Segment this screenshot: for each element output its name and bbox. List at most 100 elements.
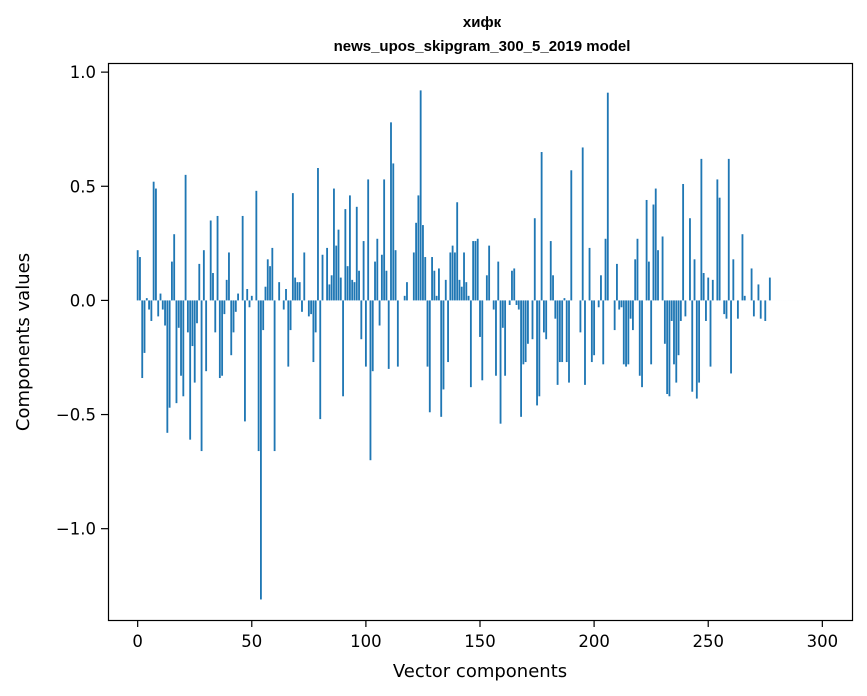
bar — [248, 300, 251, 308]
bar — [723, 300, 726, 315]
bar — [358, 270, 360, 301]
bar — [538, 300, 541, 397]
bar — [718, 197, 721, 301]
bar — [508, 300, 511, 305]
bar — [303, 252, 306, 301]
bar — [515, 300, 518, 305]
bar — [159, 293, 162, 301]
bar — [362, 241, 365, 301]
x-axis-ticks: 0 50 100 150 200 250 300 — [132, 620, 838, 651]
bar — [536, 300, 538, 406]
bar — [759, 300, 762, 319]
bar — [449, 252, 452, 301]
bar — [349, 195, 351, 301]
bar — [191, 300, 194, 347]
bar — [622, 300, 625, 365]
bar — [540, 152, 543, 301]
bar — [670, 300, 673, 321]
bar — [392, 163, 395, 301]
bar — [244, 300, 246, 422]
bar — [330, 275, 333, 301]
bar — [221, 300, 224, 376]
bar — [289, 300, 292, 331]
bar — [433, 270, 436, 301]
bar — [700, 158, 703, 301]
bar — [180, 300, 182, 376]
bar — [161, 300, 164, 310]
bar — [193, 300, 196, 383]
bar — [351, 279, 354, 301]
bar — [212, 273, 214, 301]
bar — [168, 300, 171, 408]
bar — [689, 218, 691, 301]
bar — [312, 300, 315, 363]
x-axis-label: Vector components — [393, 661, 567, 682]
bar — [593, 300, 596, 356]
bar — [189, 300, 192, 440]
bar — [196, 300, 198, 324]
bar — [390, 122, 392, 301]
bar — [234, 300, 237, 312]
bar — [155, 188, 157, 301]
bar — [453, 252, 456, 301]
bar — [344, 209, 347, 301]
bar — [581, 147, 584, 301]
bar — [629, 300, 632, 319]
bar — [460, 286, 463, 301]
bar — [654, 188, 657, 301]
bar — [730, 300, 732, 374]
bar — [223, 300, 226, 315]
bar — [570, 170, 573, 301]
bar — [291, 193, 294, 301]
bar — [707, 277, 710, 301]
bar — [403, 295, 406, 301]
bar — [650, 300, 653, 365]
bar — [588, 247, 591, 301]
chart-subtitle: news_upos_skipgram_300_5_2019 model — [334, 38, 631, 55]
bar — [606, 92, 609, 301]
bar — [173, 234, 176, 301]
bar — [549, 241, 552, 301]
bar — [360, 300, 363, 340]
bar — [216, 215, 219, 301]
x-tick-label: 250 — [692, 632, 724, 651]
bars-group — [136, 90, 803, 600]
bar — [563, 298, 566, 301]
bar — [232, 300, 235, 333]
bar — [579, 300, 582, 333]
bar — [296, 282, 299, 301]
bar — [743, 295, 746, 301]
bar — [346, 266, 349, 301]
y-tick-label: −0.5 — [56, 406, 96, 425]
bar — [673, 300, 675, 365]
bar — [531, 300, 534, 340]
bar — [415, 222, 418, 301]
bar — [369, 300, 372, 461]
bar — [750, 268, 753, 301]
bar — [378, 300, 381, 326]
bar — [472, 241, 475, 301]
bar — [428, 300, 431, 413]
bar — [702, 273, 705, 301]
bar — [638, 300, 641, 376]
bar — [497, 261, 500, 301]
bar — [513, 268, 516, 301]
bar — [182, 300, 185, 397]
bar — [321, 254, 324, 301]
y-axis-label: Components values — [13, 253, 34, 431]
bar — [355, 206, 358, 301]
bar — [184, 174, 187, 301]
bar — [367, 179, 370, 301]
bar — [337, 229, 340, 301]
bar — [417, 195, 420, 301]
bar — [632, 300, 634, 331]
bar — [527, 300, 529, 344]
bar — [501, 300, 504, 328]
bar — [328, 284, 331, 301]
bar — [504, 300, 507, 376]
bar — [148, 300, 150, 310]
bar — [768, 277, 771, 301]
x-tick-label: 200 — [578, 632, 610, 651]
